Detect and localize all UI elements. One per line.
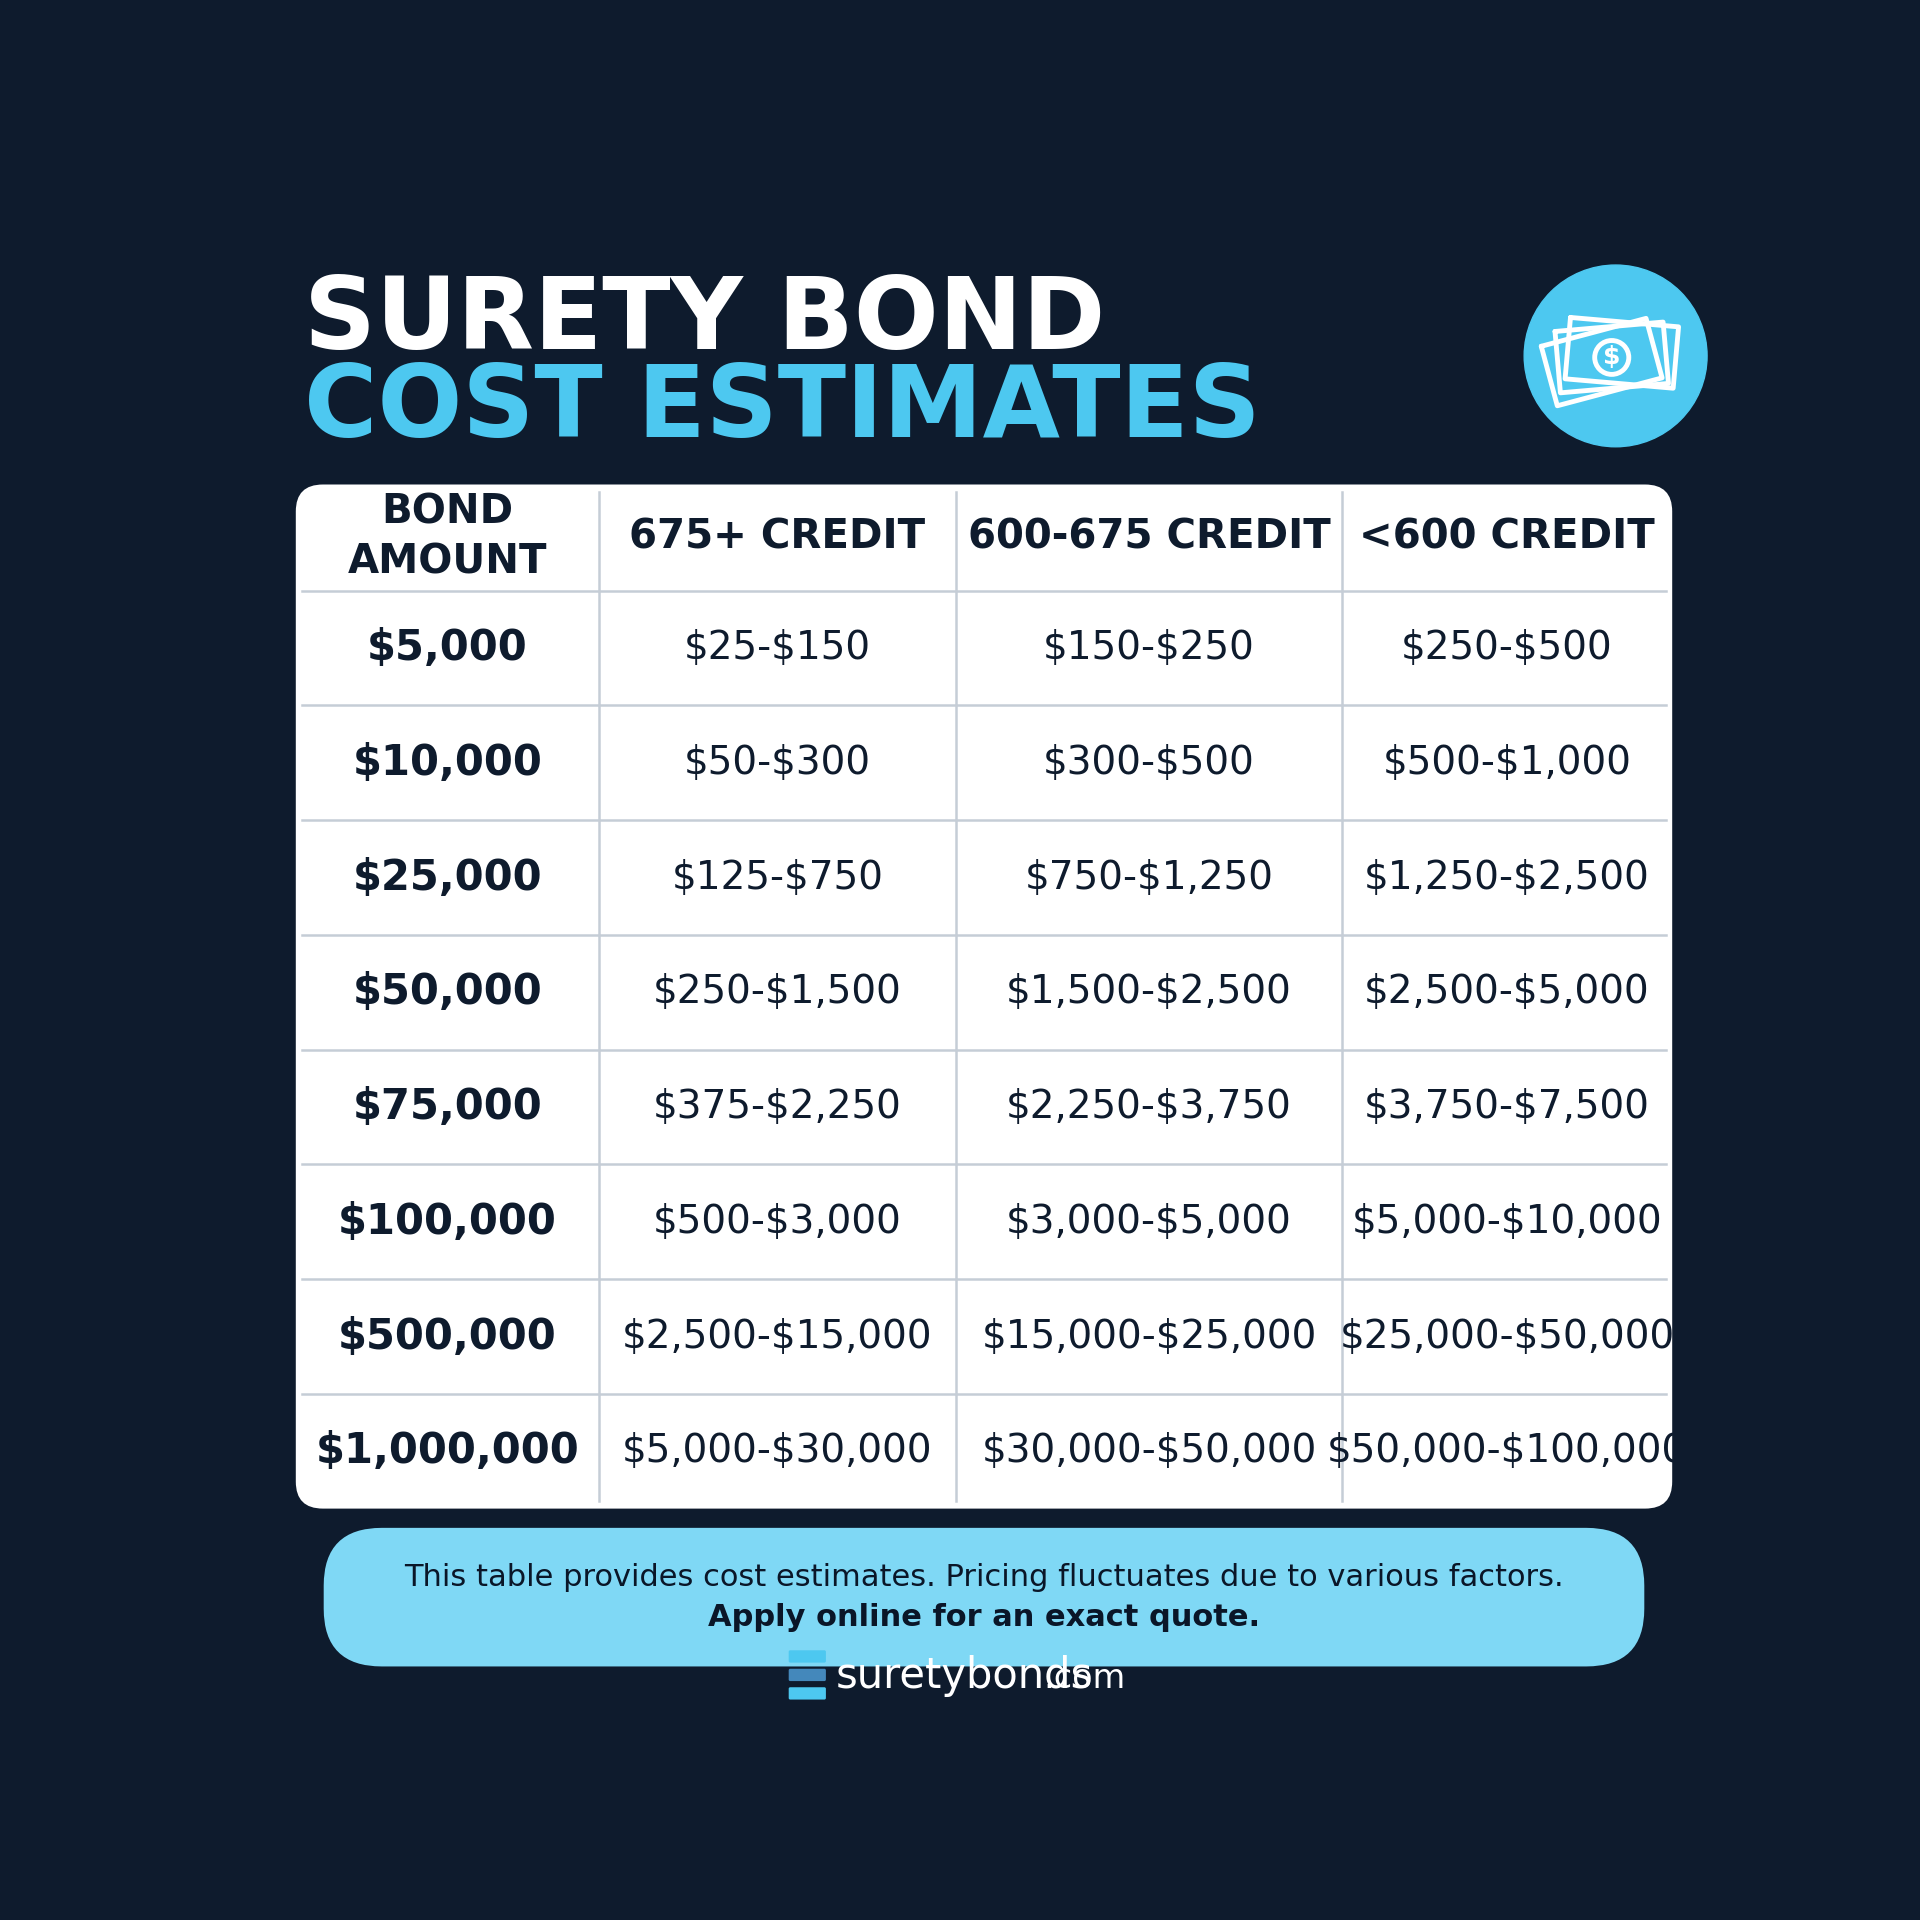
Text: \$5,000-\$10,000: \$5,000-\$10,000 bbox=[1352, 1202, 1663, 1240]
Text: \$1,250-\$2,500: \$1,250-\$2,500 bbox=[1363, 858, 1649, 897]
Text: $: $ bbox=[1603, 346, 1620, 369]
Text: \$250-\$500: \$250-\$500 bbox=[1402, 630, 1613, 666]
Text: \$25-\$150: \$25-\$150 bbox=[684, 630, 872, 666]
Text: \$75,000: \$75,000 bbox=[353, 1087, 541, 1129]
Text: \$3,000-\$5,000: \$3,000-\$5,000 bbox=[1006, 1202, 1292, 1240]
Text: \$100,000: \$100,000 bbox=[338, 1200, 557, 1242]
Text: \$500,000: \$500,000 bbox=[338, 1315, 557, 1357]
Text: \$375-\$2,250: \$375-\$2,250 bbox=[653, 1089, 902, 1125]
Text: \$25,000-\$50,000: \$25,000-\$50,000 bbox=[1340, 1317, 1674, 1356]
Text: \$2,250-\$3,750: \$2,250-\$3,750 bbox=[1006, 1089, 1292, 1125]
FancyBboxPatch shape bbox=[789, 1668, 826, 1682]
FancyBboxPatch shape bbox=[296, 484, 1672, 1509]
Circle shape bbox=[1524, 265, 1707, 447]
Text: \$10,000: \$10,000 bbox=[351, 741, 541, 783]
Text: 675+ CREDIT: 675+ CREDIT bbox=[630, 518, 925, 557]
Text: \$5,000: \$5,000 bbox=[367, 628, 528, 670]
Text: COST ESTIMATES: COST ESTIMATES bbox=[303, 361, 1260, 459]
Text: \$3,750-\$7,500: \$3,750-\$7,500 bbox=[1363, 1089, 1649, 1125]
Text: BOND
AMOUNT: BOND AMOUNT bbox=[348, 493, 547, 582]
FancyBboxPatch shape bbox=[789, 1651, 826, 1663]
Text: \$50-\$300: \$50-\$300 bbox=[684, 743, 872, 781]
Text: \$2,500-\$15,000: \$2,500-\$15,000 bbox=[622, 1317, 933, 1356]
Text: \$1,500-\$2,500: \$1,500-\$2,500 bbox=[1006, 973, 1292, 1012]
Text: \$125-\$750: \$125-\$750 bbox=[672, 858, 883, 897]
FancyBboxPatch shape bbox=[324, 1528, 1644, 1667]
Text: \$50,000-\$100,000: \$50,000-\$100,000 bbox=[1327, 1432, 1688, 1471]
Text: \$500-\$3,000: \$500-\$3,000 bbox=[653, 1202, 902, 1240]
Text: \$2,500-\$5,000: \$2,500-\$5,000 bbox=[1363, 973, 1649, 1012]
Text: \$300-\$500: \$300-\$500 bbox=[1043, 743, 1256, 781]
Text: \$500-\$1,000: \$500-\$1,000 bbox=[1382, 743, 1632, 781]
Text: \$25,000: \$25,000 bbox=[353, 856, 541, 899]
FancyBboxPatch shape bbox=[789, 1688, 826, 1699]
Text: This table provides cost estimates. Pricing fluctuates due to various factors.: This table provides cost estimates. Pric… bbox=[405, 1563, 1563, 1592]
Text: SURETY BOND: SURETY BOND bbox=[303, 273, 1104, 371]
Text: \$750-\$1,250: \$750-\$1,250 bbox=[1025, 858, 1273, 897]
Text: suretybonds: suretybonds bbox=[835, 1655, 1092, 1697]
Text: Apply online for an exact quote.: Apply online for an exact quote. bbox=[708, 1603, 1260, 1632]
Text: \$5,000-\$30,000: \$5,000-\$30,000 bbox=[622, 1432, 933, 1471]
Text: .com: .com bbox=[1043, 1661, 1125, 1695]
Text: \$250-\$1,500: \$250-\$1,500 bbox=[653, 973, 902, 1012]
Text: \$15,000-\$25,000: \$15,000-\$25,000 bbox=[981, 1317, 1317, 1356]
Text: \$50,000: \$50,000 bbox=[353, 972, 541, 1014]
Text: 600-675 CREDIT: 600-675 CREDIT bbox=[968, 518, 1331, 557]
Text: \$150-\$250: \$150-\$250 bbox=[1043, 630, 1256, 666]
Text: \$1,000,000: \$1,000,000 bbox=[315, 1430, 580, 1473]
Text: \$30,000-\$50,000: \$30,000-\$50,000 bbox=[981, 1432, 1317, 1471]
Text: <600 CREDIT: <600 CREDIT bbox=[1359, 518, 1655, 557]
